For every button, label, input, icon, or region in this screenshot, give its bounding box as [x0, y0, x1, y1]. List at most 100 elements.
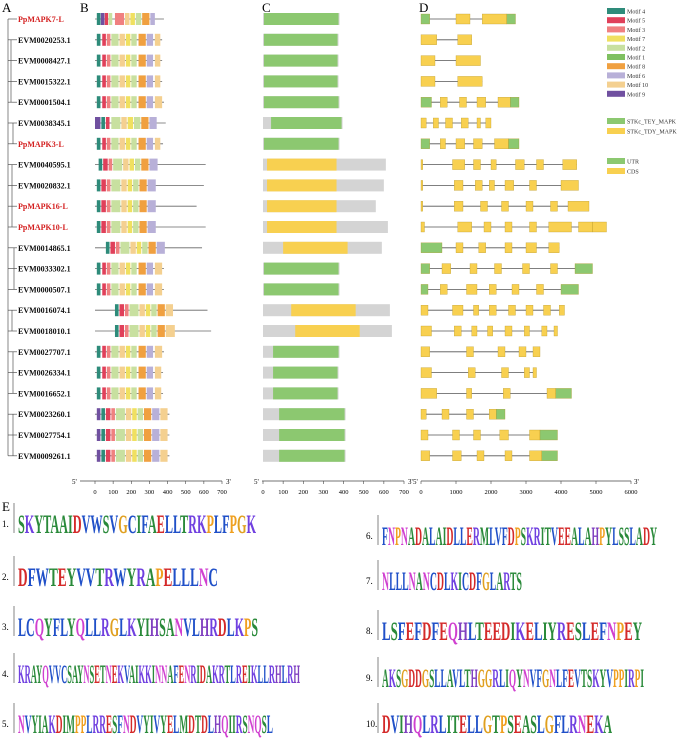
legend-swatch [607, 36, 625, 42]
motif-box [139, 263, 146, 275]
gene-name: EVM0008427.1 [18, 57, 71, 66]
motif-box [97, 450, 101, 462]
motif-box [102, 96, 106, 108]
motif-box [111, 450, 115, 462]
domain-box [271, 117, 342, 129]
motif-box [116, 429, 125, 441]
utr-box [496, 409, 505, 419]
legend-label: Motif 3 [627, 27, 645, 34]
cds-box [495, 264, 502, 274]
tick-label: 100 [278, 489, 288, 496]
cds-box [421, 388, 437, 398]
tick-label: 3000 [520, 489, 533, 496]
utr-box [540, 430, 558, 440]
motif-box [139, 367, 146, 379]
motif-box [126, 138, 131, 150]
cds-box [454, 201, 463, 211]
motif-box [128, 179, 133, 191]
cds-box [500, 430, 509, 440]
cds-box [421, 222, 425, 232]
motif-box [102, 387, 106, 399]
cds-box [454, 326, 461, 336]
domain-box [264, 283, 339, 295]
tick-label: 700 [217, 489, 227, 496]
motif-box [111, 367, 118, 379]
cds-box [537, 284, 544, 294]
cds-box [421, 326, 432, 336]
motif-box [111, 117, 120, 129]
motif-box [126, 34, 131, 46]
motif-box [152, 408, 159, 420]
motif-box [135, 159, 140, 171]
gene-name: PpMAPK16-L [18, 202, 68, 211]
logo-number: 4. [2, 669, 9, 679]
cds-box [526, 305, 533, 315]
domain-box [279, 408, 344, 420]
domain-box [291, 304, 355, 316]
cds-box [551, 201, 558, 211]
domain-box [273, 387, 337, 399]
motif-box [111, 138, 118, 150]
cds-box [544, 305, 551, 315]
cds-box [458, 35, 472, 45]
gene-name: EVM0023260.1 [18, 410, 71, 419]
cds-box [454, 180, 463, 190]
cds-box [440, 284, 447, 294]
motif-box [126, 55, 131, 67]
domain-box [267, 159, 336, 171]
motif-box [111, 346, 118, 358]
cds-box [505, 243, 512, 253]
gene-name: EVM0027754.1 [18, 431, 71, 440]
motif-box [101, 429, 105, 441]
motif-box [139, 283, 146, 295]
domain-box [267, 221, 336, 233]
motif-box [107, 75, 111, 87]
motif-box [106, 242, 110, 254]
tick-label: 0 [93, 489, 96, 496]
motif-box [158, 325, 165, 337]
motif-box [126, 429, 131, 441]
motif-box [149, 117, 156, 129]
motif-box [155, 263, 162, 275]
motif-box [131, 367, 136, 379]
cds-box [477, 118, 481, 128]
motif-box [97, 179, 101, 191]
motif-box [101, 13, 105, 25]
motif-box [107, 200, 111, 212]
motif-box [149, 159, 157, 171]
domain-box [264, 34, 338, 46]
motif-box [139, 346, 146, 358]
gene-name: PpMAPK3-L [18, 140, 64, 149]
motif-box [157, 242, 165, 254]
motif-box [166, 325, 175, 337]
motif-box [131, 96, 136, 108]
cds-box [446, 118, 453, 128]
logo-number: 9. [366, 673, 373, 683]
legend-swatch [607, 158, 625, 164]
utr-box [421, 139, 430, 149]
cds-box [530, 451, 542, 461]
domain-box [267, 200, 336, 212]
legend-swatch [607, 91, 625, 97]
cds-box [421, 201, 423, 211]
motif-box [137, 242, 142, 254]
legend-swatch [607, 45, 625, 51]
motif-box [131, 387, 136, 399]
motif-box [146, 325, 151, 337]
panel-label-d: D [419, 0, 428, 15]
motif-box [131, 263, 136, 275]
legend-swatch [607, 63, 625, 69]
cds-box [530, 430, 541, 440]
motif-box [139, 75, 146, 87]
legend-label: Motif 7 [627, 36, 645, 43]
motif-box [130, 13, 135, 25]
motif-box [101, 221, 106, 233]
cds-box [559, 305, 564, 315]
cds-box [421, 160, 423, 170]
cds-box [516, 160, 525, 170]
tick-label: 700 [399, 489, 409, 496]
motif-box [107, 55, 111, 67]
utr-box [421, 14, 430, 24]
motif-box [111, 200, 120, 212]
gene-name: EVM0001504.1 [18, 98, 71, 107]
